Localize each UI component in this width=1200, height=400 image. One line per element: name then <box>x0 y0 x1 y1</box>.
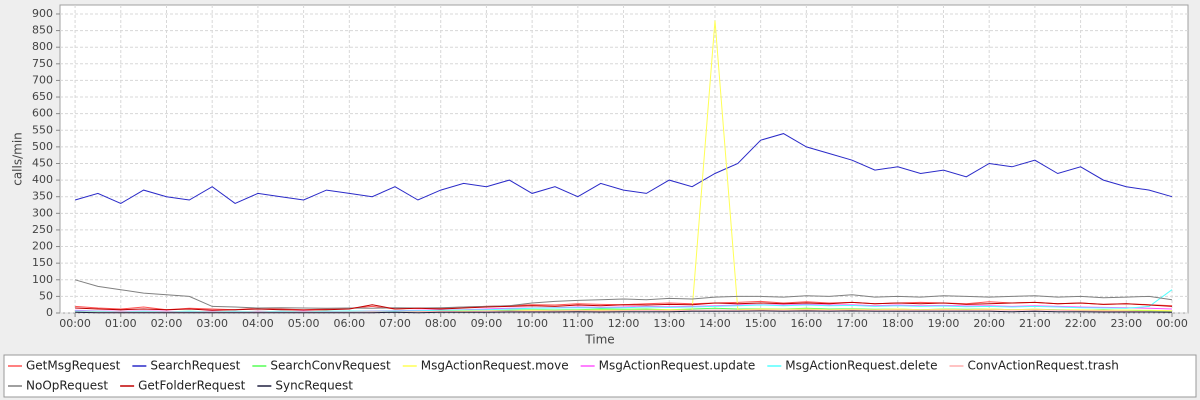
legend-label: SearchConvRequest <box>270 359 391 373</box>
x-tick-label: 23:00 <box>1110 317 1142 330</box>
x-axis-label: Time <box>584 333 614 347</box>
series-line <box>75 309 1173 313</box>
series-line <box>75 301 1173 311</box>
y-tick-label: 800 <box>32 40 53 53</box>
legend-label: GetFolderRequest <box>138 379 246 393</box>
y-tick-label: 100 <box>32 273 53 286</box>
x-tick-label: 11:00 <box>562 317 594 330</box>
series-line <box>74 133 1173 204</box>
legend-label: SearchRequest <box>150 359 240 373</box>
legend-label: ConvActionRequest.trash <box>967 359 1118 373</box>
y-tick-label: 550 <box>32 123 53 136</box>
y-tick-label: 900 <box>32 7 53 20</box>
y-axis-label: calls/min <box>11 132 25 186</box>
y-tick-label: 500 <box>32 140 53 153</box>
x-tick-label: 14:00 <box>699 317 731 330</box>
x-tick-label: 12:00 <box>608 317 640 330</box>
x-tick-label: 03:00 <box>196 317 228 330</box>
x-tick-label: 16:00 <box>791 317 823 330</box>
x-tick-label: 08:00 <box>425 317 457 330</box>
x-tick-label: 15:00 <box>745 317 777 330</box>
series-line <box>75 310 1173 314</box>
legend-label: GetMsgRequest <box>26 359 121 373</box>
x-tick-label: 05:00 <box>288 317 320 330</box>
legend <box>3 354 1197 398</box>
x-tick-label: 06:00 <box>333 317 365 330</box>
legend-label: NoOpRequest <box>26 379 108 393</box>
legend-label: SyncRequest <box>275 379 353 393</box>
x-tick-label: 10:00 <box>516 317 548 330</box>
x-tick-label: 04:00 <box>242 317 274 330</box>
x-tick-label: 18:00 <box>882 317 914 330</box>
x-tick-label: 00:00 <box>1156 317 1188 330</box>
series-line <box>74 279 1173 309</box>
y-tick-label: 650 <box>32 90 53 103</box>
x-tick-label: 13:00 <box>653 317 685 330</box>
x-tick-label: 22:00 <box>1065 317 1097 330</box>
x-tick-label: 09:00 <box>471 317 503 330</box>
x-tick-label: 00:00 <box>59 317 91 330</box>
y-tick-label: 450 <box>32 156 53 169</box>
y-tick-label: 850 <box>32 24 53 37</box>
y-tick-label: 0 <box>46 306 53 319</box>
y-tick-label: 600 <box>32 107 53 120</box>
legend-label: MsgActionRequest.move <box>421 359 569 373</box>
legend-label: MsgActionRequest.delete <box>785 359 937 373</box>
y-tick-label: 400 <box>32 173 53 186</box>
y-tick-label: 50 <box>39 289 53 302</box>
x-tick-label: 21:00 <box>1019 317 1051 330</box>
x-tick-label: 02:00 <box>151 317 183 330</box>
legend-label: MsgActionRequest.update <box>599 359 756 373</box>
x-tick-label: 20:00 <box>973 317 1005 330</box>
y-tick-label: 350 <box>32 190 53 203</box>
y-tick-label: 300 <box>32 206 53 219</box>
x-tick-label: 07:00 <box>379 317 411 330</box>
y-tick-label: 250 <box>32 223 53 236</box>
x-tick-label: 19:00 <box>928 317 960 330</box>
y-tick-label: 200 <box>32 240 53 253</box>
y-tick-label: 700 <box>32 73 53 86</box>
x-tick-label: 01:00 <box>105 317 137 330</box>
y-tick-label: 750 <box>32 57 53 70</box>
y-tick-label: 150 <box>32 256 53 269</box>
x-tick-label: 17:00 <box>836 317 868 330</box>
